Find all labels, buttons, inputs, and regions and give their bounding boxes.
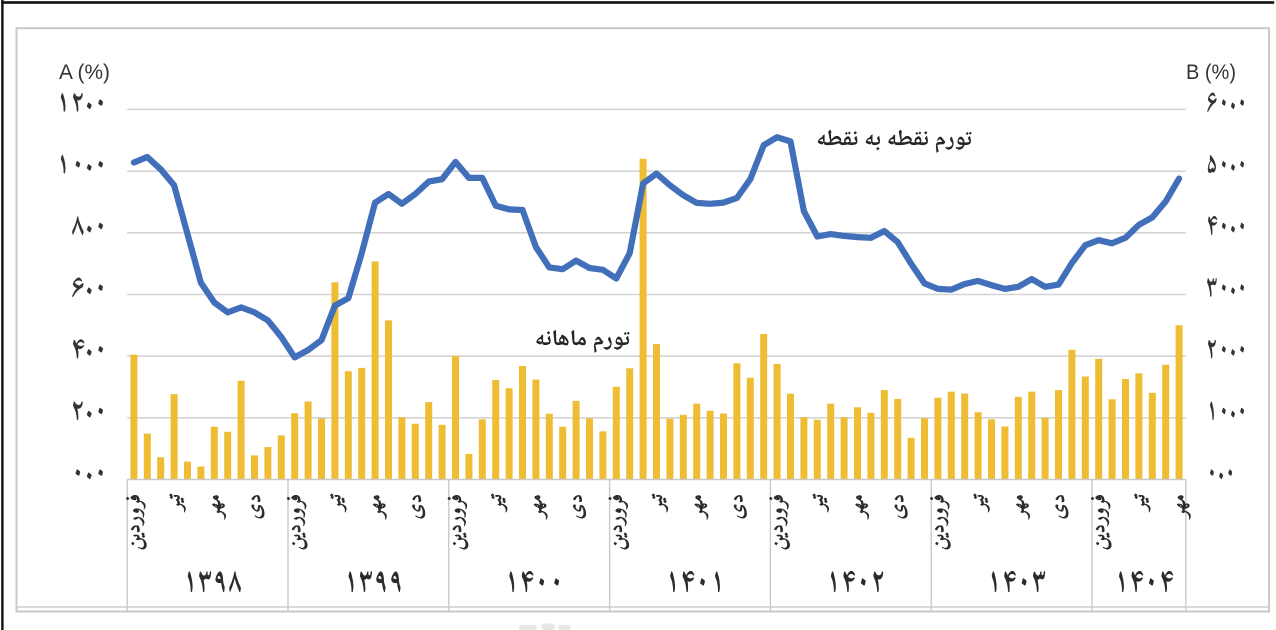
svg-text:A (%): A (%) <box>59 61 110 84</box>
svg-text:B (%): B (%) <box>1186 61 1236 84</box>
